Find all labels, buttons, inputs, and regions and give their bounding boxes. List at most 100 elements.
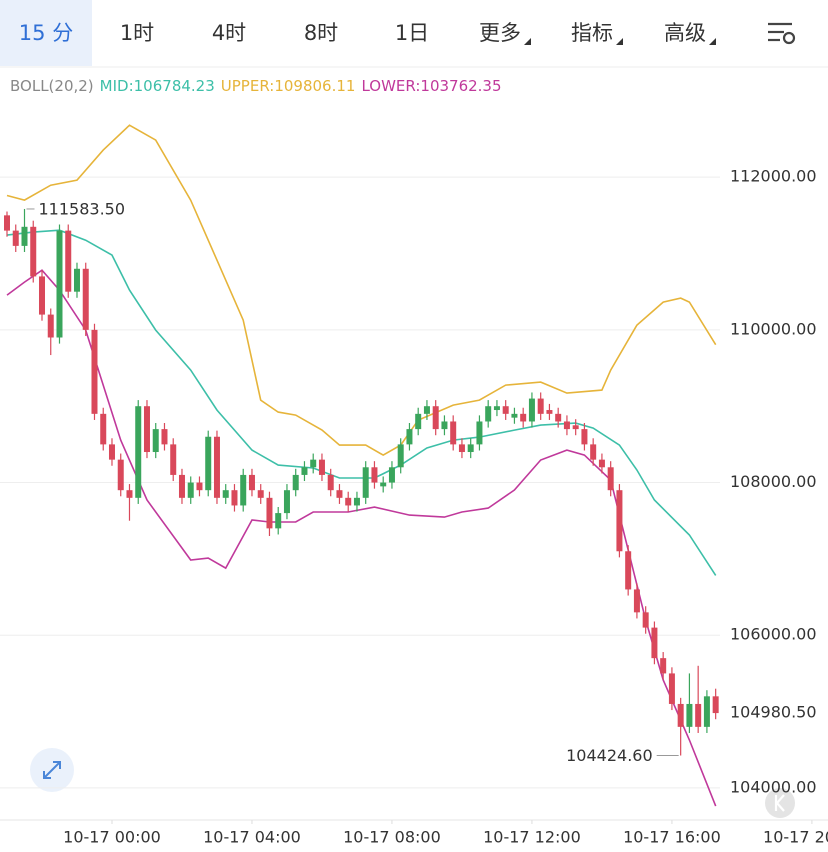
x-tick-label: 10-17 04:00 bbox=[203, 828, 301, 847]
tab-label[interactable]: 4时 bbox=[212, 21, 246, 45]
band-line bbox=[6, 229, 717, 576]
candle-body bbox=[555, 413, 562, 422]
candle-body bbox=[91, 329, 98, 414]
candle-body bbox=[336, 490, 343, 498]
tab-label[interactable]: 高级 bbox=[664, 21, 706, 45]
candle-body bbox=[143, 406, 150, 453]
candle-body bbox=[56, 230, 63, 338]
y-tick-label: 106000.00 bbox=[730, 625, 817, 644]
candle-body bbox=[388, 467, 395, 483]
candle-body bbox=[266, 497, 273, 529]
candle-body bbox=[598, 459, 605, 468]
indicator-name: BOLL(20,2) bbox=[10, 77, 94, 95]
candle-body bbox=[502, 406, 509, 414]
annotation-label: 111583.50 bbox=[38, 199, 125, 218]
tab-label[interactable]: 1日 bbox=[395, 21, 429, 45]
y-tick-label: 110000.00 bbox=[730, 319, 817, 338]
candle-body bbox=[572, 425, 579, 430]
tab-label[interactable]: 8时 bbox=[304, 21, 338, 45]
settings-icon[interactable] bbox=[768, 22, 796, 45]
candle-body bbox=[712, 696, 719, 714]
candle-body bbox=[625, 551, 632, 590]
tab-label[interactable]: 15 分 bbox=[19, 21, 73, 45]
candle-body bbox=[703, 696, 710, 727]
candle-body bbox=[38, 276, 45, 315]
candle-body bbox=[275, 513, 282, 529]
annotation-label: 104424.60 bbox=[566, 746, 653, 765]
last-price-label: 104980.50 bbox=[730, 703, 817, 722]
candle-body bbox=[686, 703, 693, 727]
candle-body bbox=[170, 444, 177, 475]
candle-body bbox=[353, 497, 360, 506]
candle-body bbox=[21, 226, 28, 246]
expand-button[interactable] bbox=[30, 748, 74, 792]
candle-body bbox=[240, 474, 247, 506]
candle-body bbox=[152, 429, 159, 453]
candle-body bbox=[537, 398, 544, 414]
tab-label[interactable]: 指标 bbox=[571, 21, 613, 45]
candle-body bbox=[178, 474, 185, 498]
candle-body bbox=[231, 490, 238, 506]
candle-body bbox=[73, 268, 80, 292]
candle-body bbox=[528, 398, 535, 422]
dropdown-caret bbox=[616, 38, 623, 45]
candle-body bbox=[695, 703, 702, 727]
candle-body bbox=[563, 421, 570, 430]
candle-body bbox=[458, 444, 465, 453]
candle-body bbox=[345, 497, 352, 506]
candle-body bbox=[633, 589, 640, 613]
candle-body bbox=[450, 421, 457, 445]
candle-body bbox=[511, 413, 518, 418]
y-tick-label: 108000.00 bbox=[730, 472, 817, 491]
tab-label[interactable]: 更多 bbox=[479, 21, 521, 45]
y-tick-label: 104000.00 bbox=[730, 777, 817, 796]
candle-body bbox=[616, 490, 623, 552]
candle-body bbox=[467, 444, 474, 453]
candle-body bbox=[493, 406, 500, 411]
candle-body bbox=[668, 673, 675, 704]
x-tick-label: 10-17 20:00 bbox=[763, 828, 828, 847]
candle-body bbox=[546, 410, 553, 414]
candle-body bbox=[476, 421, 483, 445]
candle-body bbox=[3, 215, 10, 231]
candle-body bbox=[100, 413, 107, 445]
x-tick-label: 10-17 16:00 bbox=[623, 828, 721, 847]
candle-body bbox=[187, 482, 194, 498]
legend-value: 103762.35 bbox=[420, 77, 501, 95]
candle-body bbox=[660, 658, 667, 674]
candle-body bbox=[222, 490, 229, 498]
legend-name: UPPER: bbox=[221, 77, 275, 95]
candle-body bbox=[485, 406, 492, 422]
legend-name: MID: bbox=[100, 77, 134, 95]
candle-body bbox=[581, 429, 588, 445]
candle-body bbox=[520, 413, 527, 422]
candle-body bbox=[380, 482, 387, 487]
x-tick-label: 10-17 12:00 bbox=[483, 828, 581, 847]
band-line bbox=[6, 269, 717, 807]
indicator-legend: BOLL(20,2) MID:106784.23 UPPER:109806.11 LO… bbox=[10, 77, 502, 95]
candle-body bbox=[283, 490, 290, 514]
candle-body bbox=[607, 467, 614, 491]
selected-tab-bg bbox=[0, 0, 92, 66]
candle-body bbox=[292, 474, 299, 491]
tab-label[interactable]: 1时 bbox=[120, 21, 154, 45]
candle-body bbox=[310, 459, 317, 468]
candle-body bbox=[441, 421, 448, 430]
candle-body bbox=[371, 467, 378, 483]
candle-body bbox=[327, 474, 334, 491]
candle-body bbox=[677, 703, 684, 727]
candle-body bbox=[432, 406, 439, 430]
candle-body bbox=[196, 482, 203, 491]
candle-body bbox=[82, 268, 89, 330]
candle-body bbox=[205, 436, 212, 491]
candle-body bbox=[30, 226, 37, 277]
candle-body bbox=[213, 436, 220, 498]
back-to-latest-button[interactable] bbox=[765, 788, 795, 818]
band-line bbox=[6, 124, 717, 457]
candle-body bbox=[65, 230, 72, 292]
last-price-bg bbox=[724, 701, 828, 726]
candle-body bbox=[47, 314, 54, 338]
candle-body bbox=[257, 490, 264, 498]
